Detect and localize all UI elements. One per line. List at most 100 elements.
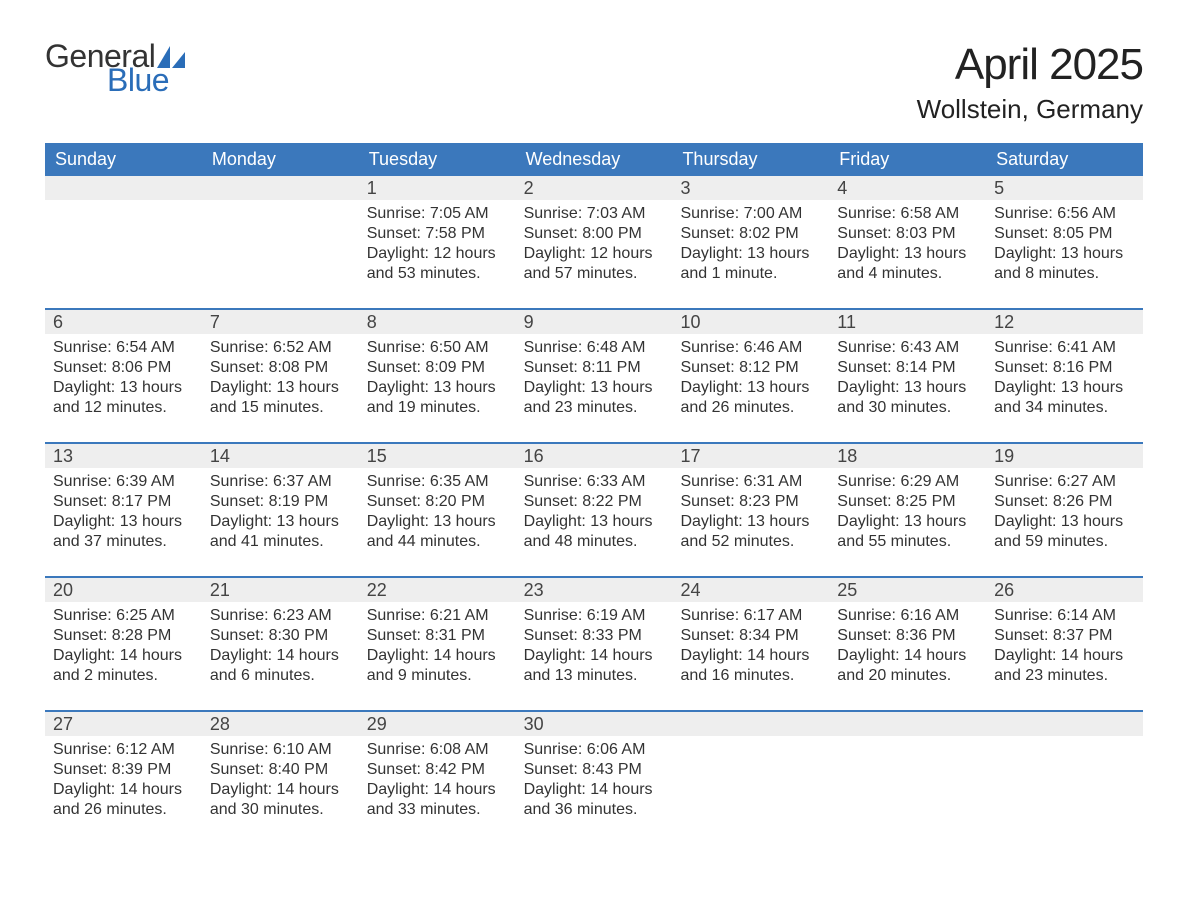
day-number: 24 xyxy=(672,578,829,602)
daylight-text: Daylight: 14 hours and 33 minutes. xyxy=(367,780,508,820)
sunrise-text: Sunrise: 6:37 AM xyxy=(210,472,351,492)
day-cell: 7Sunrise: 6:52 AMSunset: 8:08 PMDaylight… xyxy=(202,310,359,418)
sunrise-text: Sunrise: 6:06 AM xyxy=(524,740,665,760)
day-cell: 2Sunrise: 7:03 AMSunset: 8:00 PMDaylight… xyxy=(516,176,673,284)
day-cell xyxy=(986,712,1143,820)
day-body: Sunrise: 6:27 AMSunset: 8:26 PMDaylight:… xyxy=(986,468,1143,552)
logo-text-bottom: Blue xyxy=(107,64,185,96)
daylight-text: Daylight: 13 hours and 19 minutes. xyxy=(367,378,508,418)
day-body: Sunrise: 6:21 AMSunset: 8:31 PMDaylight:… xyxy=(359,602,516,686)
day-cell xyxy=(45,176,202,284)
sunrise-text: Sunrise: 6:10 AM xyxy=(210,740,351,760)
day-number: 13 xyxy=(45,444,202,468)
daylight-text: Daylight: 14 hours and 6 minutes. xyxy=(210,646,351,686)
day-number: 10 xyxy=(672,310,829,334)
sunset-text: Sunset: 8:00 PM xyxy=(524,224,665,244)
sunrise-text: Sunrise: 6:41 AM xyxy=(994,338,1135,358)
day-body: Sunrise: 6:35 AMSunset: 8:20 PMDaylight:… xyxy=(359,468,516,552)
day-number: 4 xyxy=(829,176,986,200)
day-cell xyxy=(672,712,829,820)
day-number: 28 xyxy=(202,712,359,736)
day-number: 11 xyxy=(829,310,986,334)
day-cell: 3Sunrise: 7:00 AMSunset: 8:02 PMDaylight… xyxy=(672,176,829,284)
weekday-header: Saturday xyxy=(986,143,1143,176)
sunset-text: Sunset: 8:33 PM xyxy=(524,626,665,646)
sunset-text: Sunset: 8:40 PM xyxy=(210,760,351,780)
day-number: 21 xyxy=(202,578,359,602)
day-body: Sunrise: 6:39 AMSunset: 8:17 PMDaylight:… xyxy=(45,468,202,552)
sunrise-text: Sunrise: 6:21 AM xyxy=(367,606,508,626)
day-body xyxy=(672,736,829,740)
week-row: 20Sunrise: 6:25 AMSunset: 8:28 PMDayligh… xyxy=(45,576,1143,686)
day-cell: 15Sunrise: 6:35 AMSunset: 8:20 PMDayligh… xyxy=(359,444,516,552)
sunset-text: Sunset: 8:39 PM xyxy=(53,760,194,780)
day-body: Sunrise: 7:03 AMSunset: 8:00 PMDaylight:… xyxy=(516,200,673,284)
day-cell: 9Sunrise: 6:48 AMSunset: 8:11 PMDaylight… xyxy=(516,310,673,418)
sunrise-text: Sunrise: 7:05 AM xyxy=(367,204,508,224)
title-block: April 2025 Wollstein, Germany xyxy=(917,40,1143,125)
daylight-text: Daylight: 14 hours and 26 minutes. xyxy=(53,780,194,820)
sunrise-text: Sunrise: 6:16 AM xyxy=(837,606,978,626)
daylight-text: Daylight: 13 hours and 1 minute. xyxy=(680,244,821,284)
day-body: Sunrise: 6:41 AMSunset: 8:16 PMDaylight:… xyxy=(986,334,1143,418)
sunrise-text: Sunrise: 6:12 AM xyxy=(53,740,194,760)
sunrise-text: Sunrise: 7:00 AM xyxy=(680,204,821,224)
sunrise-text: Sunrise: 6:23 AM xyxy=(210,606,351,626)
location: Wollstein, Germany xyxy=(917,94,1143,125)
sunrise-text: Sunrise: 6:54 AM xyxy=(53,338,194,358)
sunrise-text: Sunrise: 6:14 AM xyxy=(994,606,1135,626)
daylight-text: Daylight: 13 hours and 30 minutes. xyxy=(837,378,978,418)
day-number: 8 xyxy=(359,310,516,334)
sunset-text: Sunset: 8:06 PM xyxy=(53,358,194,378)
day-cell: 26Sunrise: 6:14 AMSunset: 8:37 PMDayligh… xyxy=(986,578,1143,686)
day-body: Sunrise: 6:08 AMSunset: 8:42 PMDaylight:… xyxy=(359,736,516,820)
day-cell: 13Sunrise: 6:39 AMSunset: 8:17 PMDayligh… xyxy=(45,444,202,552)
day-cell: 1Sunrise: 7:05 AMSunset: 7:58 PMDaylight… xyxy=(359,176,516,284)
day-number: 15 xyxy=(359,444,516,468)
day-number: 3 xyxy=(672,176,829,200)
day-body: Sunrise: 6:31 AMSunset: 8:23 PMDaylight:… xyxy=(672,468,829,552)
daylight-text: Daylight: 13 hours and 15 minutes. xyxy=(210,378,351,418)
day-body: Sunrise: 6:06 AMSunset: 8:43 PMDaylight:… xyxy=(516,736,673,820)
weekday-header: Monday xyxy=(202,143,359,176)
sunset-text: Sunset: 8:20 PM xyxy=(367,492,508,512)
day-cell: 18Sunrise: 6:29 AMSunset: 8:25 PMDayligh… xyxy=(829,444,986,552)
sunrise-text: Sunrise: 6:46 AM xyxy=(680,338,821,358)
day-cell: 22Sunrise: 6:21 AMSunset: 8:31 PMDayligh… xyxy=(359,578,516,686)
day-number: 27 xyxy=(45,712,202,736)
day-body: Sunrise: 7:05 AMSunset: 7:58 PMDaylight:… xyxy=(359,200,516,284)
sunset-text: Sunset: 8:23 PM xyxy=(680,492,821,512)
header: General Blue April 2025 Wollstein, Germa… xyxy=(45,40,1143,125)
day-number: 5 xyxy=(986,176,1143,200)
day-number xyxy=(829,712,986,736)
daylight-text: Daylight: 14 hours and 2 minutes. xyxy=(53,646,194,686)
day-number: 6 xyxy=(45,310,202,334)
sunrise-text: Sunrise: 6:52 AM xyxy=(210,338,351,358)
week-row: 6Sunrise: 6:54 AMSunset: 8:06 PMDaylight… xyxy=(45,308,1143,418)
day-body: Sunrise: 6:58 AMSunset: 8:03 PMDaylight:… xyxy=(829,200,986,284)
day-number: 17 xyxy=(672,444,829,468)
day-body: Sunrise: 6:16 AMSunset: 8:36 PMDaylight:… xyxy=(829,602,986,686)
daylight-text: Daylight: 14 hours and 30 minutes. xyxy=(210,780,351,820)
daylight-text: Daylight: 13 hours and 37 minutes. xyxy=(53,512,194,552)
sunset-text: Sunset: 8:42 PM xyxy=(367,760,508,780)
day-number: 29 xyxy=(359,712,516,736)
daylight-text: Daylight: 14 hours and 9 minutes. xyxy=(367,646,508,686)
daylight-text: Daylight: 14 hours and 36 minutes. xyxy=(524,780,665,820)
sunset-text: Sunset: 8:34 PM xyxy=(680,626,821,646)
weekday-header: Wednesday xyxy=(516,143,673,176)
day-number: 22 xyxy=(359,578,516,602)
daylight-text: Daylight: 13 hours and 8 minutes. xyxy=(994,244,1135,284)
day-cell xyxy=(829,712,986,820)
sunset-text: Sunset: 8:37 PM xyxy=(994,626,1135,646)
day-body: Sunrise: 6:29 AMSunset: 8:25 PMDaylight:… xyxy=(829,468,986,552)
day-number: 18 xyxy=(829,444,986,468)
day-body: Sunrise: 6:43 AMSunset: 8:14 PMDaylight:… xyxy=(829,334,986,418)
day-number: 1 xyxy=(359,176,516,200)
sunset-text: Sunset: 8:25 PM xyxy=(837,492,978,512)
weekday-header: Friday xyxy=(829,143,986,176)
day-number: 23 xyxy=(516,578,673,602)
sunset-text: Sunset: 8:09 PM xyxy=(367,358,508,378)
daylight-text: Daylight: 13 hours and 12 minutes. xyxy=(53,378,194,418)
day-cell: 19Sunrise: 6:27 AMSunset: 8:26 PMDayligh… xyxy=(986,444,1143,552)
